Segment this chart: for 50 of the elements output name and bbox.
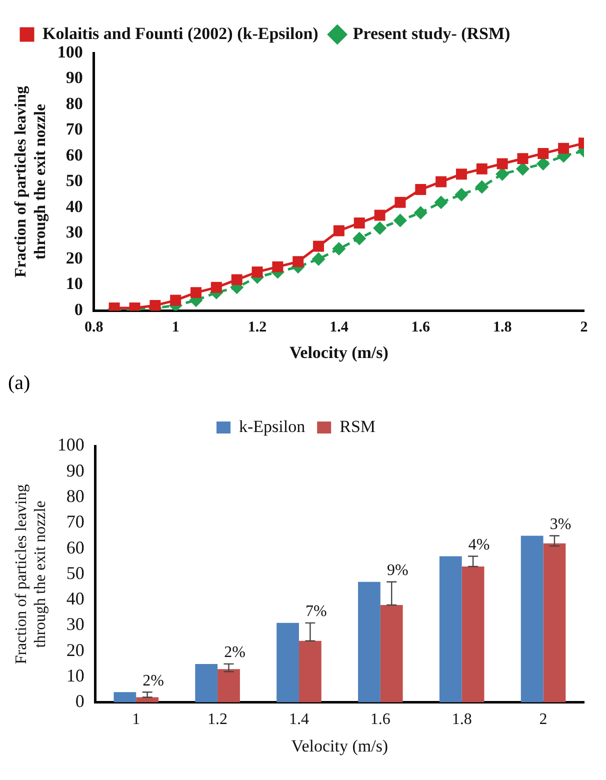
x-tick-label: 1.2 [208,711,228,728]
x-tick-label: 1.4 [330,319,349,336]
y-tick-label: 50 [66,562,84,583]
y-tick-label: 50 [66,171,83,190]
y-tick-label: 20 [66,640,84,660]
legend-label: k-Epsilon [238,416,306,436]
x-tick-label: 1.6 [370,711,390,728]
x-tick-label: 0.8 [84,319,104,336]
x-tick-label: 1 [132,711,140,728]
annotation: 7% [306,603,327,620]
legend-label: Kolaitis and Founti (2002) (k-Epsilon) [42,24,318,43]
x-tick-label: 1.6 [411,319,431,336]
x-tick-label: 1.2 [248,319,267,336]
annotation: 3% [550,516,572,533]
y-tick-label: 20 [66,248,83,268]
annotation: 2% [142,672,164,690]
y-tick-label: 60 [66,537,84,558]
y-tick-label: 40 [66,196,83,216]
y-tick-label: 70 [66,512,84,532]
y-tick-label: 30 [66,222,83,242]
y-tick-label: 90 [66,68,83,88]
legend-label: Present study- (RSM) [352,24,510,43]
y-tick-label: 60 [66,145,83,164]
y-tick-label: 0 [74,300,83,319]
y-tick-label: 100 [57,42,83,62]
y-tick-label: 10 [66,274,83,294]
y-tick-label: 90 [66,460,84,480]
y-tick-label: 40 [66,588,84,609]
legend-label: RSM [340,416,376,436]
annotation: 9% [386,562,408,580]
y-tick-label: 80 [66,486,84,506]
x-axis-title: Velocity (m/s) [289,343,388,362]
y-tick-label: 100 [57,434,84,455]
x-tick-label: 2 [580,319,588,336]
y-tick-label: 80 [66,94,83,113]
y-axis-title: Fraction of particles leaving through the exit nozzle [12,484,50,664]
x-tick-label: 1.8 [492,319,512,336]
y-tick-label: 0 [75,691,84,712]
annotation: 4% [468,536,490,554]
y-tick-label: 10 [66,665,84,686]
x-tick-label: 2 [539,711,548,728]
x-tick-label: 1.4 [288,711,309,728]
y-axis-title: Fraction of particles leaving through the exit nozzle [12,86,49,278]
y-tick-label: 30 [66,614,84,634]
y-tick-label: 70 [66,120,83,139]
annotation: 2% [224,644,246,662]
x-tick-label: 1.8 [452,711,472,728]
x-axis-title: Velocity (m/s) [291,736,388,756]
text: (a) [8,372,32,395]
x-tick-label: 1 [172,319,180,336]
